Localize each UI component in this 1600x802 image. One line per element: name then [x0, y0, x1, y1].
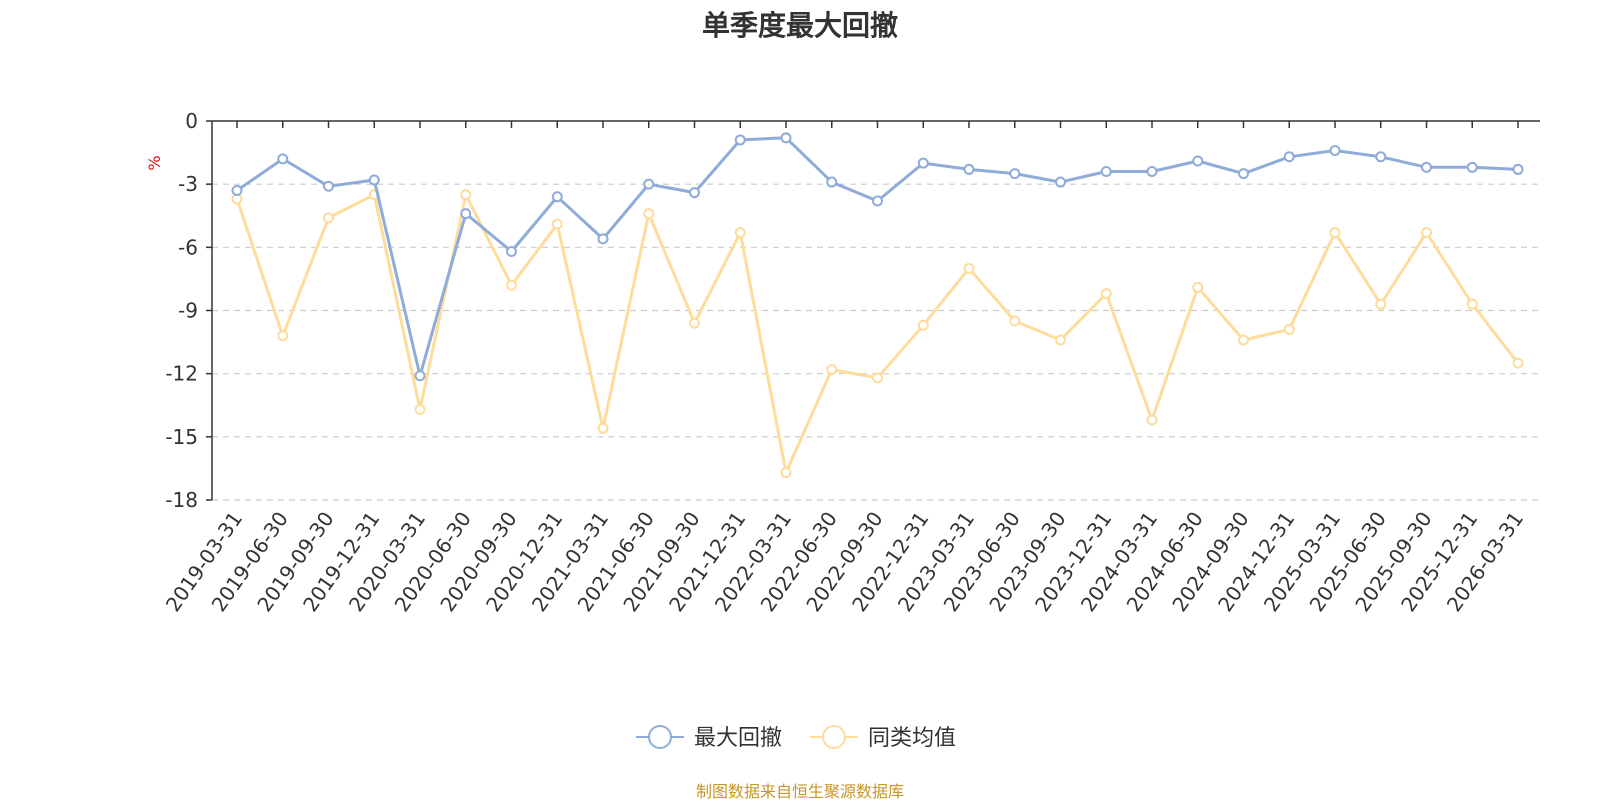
data-point — [1192, 155, 1204, 167]
data-point — [551, 191, 563, 203]
data-point — [460, 189, 472, 201]
data-point — [597, 422, 609, 434]
data-point — [551, 218, 563, 230]
data-point — [323, 212, 334, 224]
data-point — [414, 370, 426, 382]
data-point — [1421, 227, 1432, 239]
series-line-1 — [235, 193, 1520, 475]
legend-marker — [648, 725, 672, 749]
data-point — [1375, 298, 1387, 310]
chart-title: 单季度最大回撤 — [701, 9, 898, 42]
data-point — [1055, 334, 1066, 346]
data-point — [963, 262, 975, 274]
data-point — [1329, 227, 1341, 239]
legend-marker — [822, 725, 846, 749]
data-point — [1009, 168, 1021, 180]
y-tick-label: -3 — [178, 172, 198, 196]
data-point — [872, 372, 883, 384]
data-point — [734, 227, 746, 239]
data-point — [780, 467, 792, 479]
data-point — [1238, 334, 1249, 346]
data-point — [1100, 166, 1112, 178]
data-point — [780, 132, 792, 144]
data-point — [1375, 151, 1387, 163]
legend-label: 最大回撤 — [694, 726, 782, 751]
data-point — [734, 134, 746, 146]
data-point — [872, 195, 883, 207]
data-point — [1192, 281, 1204, 293]
data-point — [1283, 323, 1295, 335]
data-point — [1466, 161, 1478, 173]
legend-label: 同类均值 — [868, 726, 956, 751]
data-point — [826, 363, 838, 375]
data-point — [1512, 163, 1524, 175]
y-tick-label: -9 — [178, 299, 198, 323]
legend: 最大回撤 同类均值 — [636, 725, 956, 751]
series-layer — [231, 132, 1524, 479]
data-point — [323, 180, 334, 192]
data-point — [917, 319, 929, 331]
y-tick-label: -18 — [165, 488, 198, 512]
data-point — [1055, 176, 1066, 188]
data-point — [506, 279, 517, 291]
data-point — [277, 330, 289, 342]
data-point — [689, 317, 700, 329]
legend-item-1[interactable]: 同类均值 — [810, 725, 956, 751]
axes: 0-3-6-9-12-15-182019-03-312019-06-302019… — [161, 109, 1540, 616]
data-point — [1466, 298, 1478, 310]
y-tick-label: -6 — [178, 235, 198, 259]
data-point — [1421, 161, 1432, 173]
data-point — [506, 246, 517, 258]
data-point — [643, 208, 655, 220]
data-point — [368, 174, 380, 186]
data-point — [231, 184, 243, 196]
data-point — [963, 163, 975, 175]
data-point — [277, 153, 289, 165]
data-point — [1146, 166, 1158, 178]
y-tick-label: -12 — [165, 362, 198, 386]
data-point — [643, 178, 655, 190]
y-tick-label: 0 — [185, 109, 198, 133]
legend-item-0[interactable]: 最大回撤 — [636, 725, 782, 751]
y-axis-label: % — [145, 155, 164, 170]
data-point — [1009, 315, 1021, 327]
data-point — [597, 233, 609, 245]
data-point — [414, 403, 426, 415]
data-point — [1238, 168, 1249, 180]
data-point — [1329, 144, 1341, 156]
data-point — [460, 208, 472, 220]
data-point — [1283, 151, 1295, 163]
data-point — [1100, 288, 1112, 300]
series-line-0 — [236, 136, 1519, 378]
data-point — [689, 187, 700, 199]
data-point — [826, 176, 838, 188]
data-point — [917, 157, 929, 169]
data-point — [1146, 414, 1158, 426]
y-tick-label: -15 — [165, 425, 198, 449]
data-point — [1512, 357, 1524, 369]
source-note: 制图数据来自恒生聚源数据库 — [695, 782, 904, 801]
